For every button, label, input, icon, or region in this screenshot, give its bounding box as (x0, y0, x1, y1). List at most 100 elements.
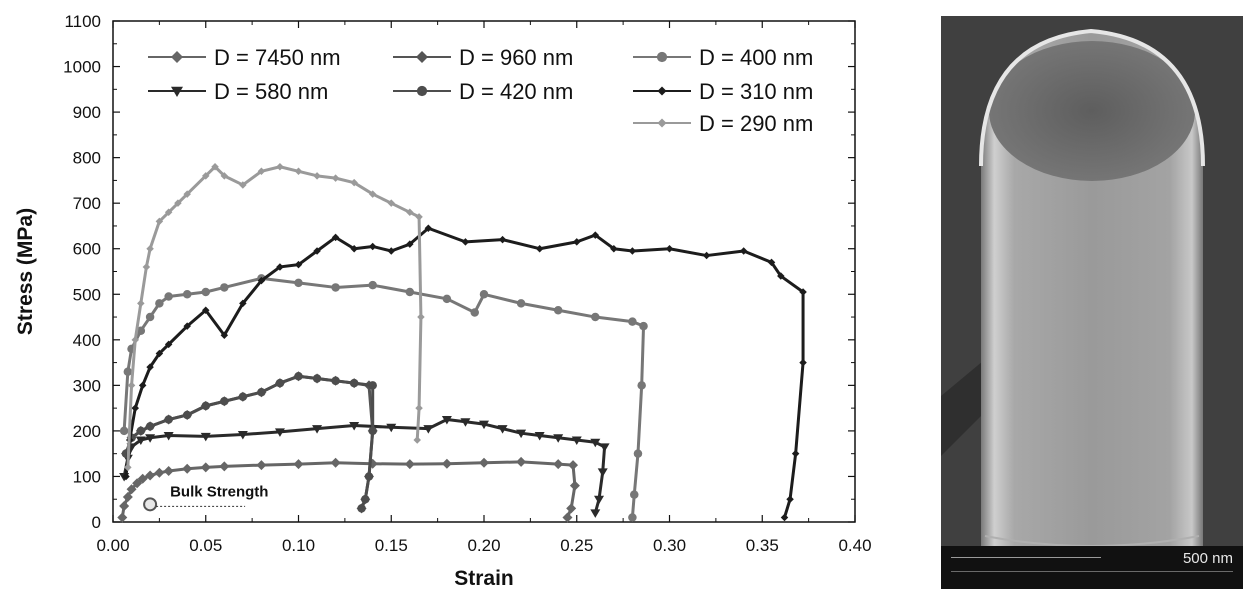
data-point (780, 513, 789, 522)
data-point (571, 436, 582, 446)
annotation-layer: Bulk Strength (143, 483, 268, 512)
data-point (594, 495, 605, 505)
nanopillar-image (941, 16, 1243, 589)
data-point (566, 503, 577, 514)
data-point (628, 317, 637, 326)
data-point (404, 459, 415, 470)
data-point (349, 421, 360, 431)
data-point (239, 299, 247, 308)
legend-marker (416, 51, 428, 63)
sem-micrograph: 500 nm (941, 16, 1243, 589)
data-point (799, 288, 807, 296)
legend-entry: D = 310 nm (633, 79, 813, 104)
y-tick-label: 0 (92, 513, 101, 532)
data-point (211, 162, 219, 171)
data-point (119, 426, 129, 436)
data-point (415, 404, 423, 412)
legend-marker (656, 51, 668, 63)
legend-entry: D = 290 nm (633, 111, 813, 136)
data-point (220, 172, 229, 180)
data-point (257, 276, 266, 285)
data-point (630, 490, 639, 499)
data-point (406, 208, 414, 217)
data-point (460, 418, 471, 427)
data-point (131, 404, 140, 412)
data-point (562, 512, 573, 523)
data-point (406, 240, 414, 248)
stress-strain-chart: 0.00 0.05 0.10 0.15 0.20 0.25 0.30 0.35 0.40 0 100… (14, 12, 872, 589)
data-point (154, 467, 165, 478)
data-point (200, 462, 211, 473)
x-tick-label: 0.05 (189, 536, 222, 555)
legend-marker (171, 86, 183, 97)
data-point (145, 312, 155, 322)
data-point (220, 397, 229, 406)
data-point (639, 321, 648, 331)
data-point (312, 374, 322, 383)
data-point (119, 501, 130, 512)
x-tick-label: 0.40 (838, 536, 871, 555)
data-point (628, 513, 637, 522)
data-point (610, 244, 618, 253)
x-tick-label: 0.15 (375, 536, 408, 555)
data-point (777, 272, 785, 280)
legend-label: D = 960 nm (459, 45, 573, 70)
x-tick-label: 0.35 (746, 536, 779, 555)
data-point (387, 247, 395, 255)
data-point (368, 426, 377, 436)
data-point (182, 290, 192, 299)
legend-label: D = 580 nm (214, 79, 328, 104)
x-tick-label: 0.30 (653, 536, 686, 555)
data-point (368, 242, 377, 251)
data-point (276, 263, 284, 271)
data-point (294, 167, 303, 176)
data-point (368, 381, 377, 390)
data-point (350, 178, 358, 187)
data-point (138, 381, 147, 390)
data-point (137, 299, 145, 308)
data-point (155, 299, 164, 308)
series-6 (124, 162, 425, 472)
data-point (257, 167, 266, 176)
data-point (294, 260, 303, 269)
data-point (256, 460, 267, 471)
data-point (146, 363, 154, 371)
data-point (312, 425, 323, 434)
x-tick-label: 0.00 (96, 536, 129, 555)
data-point (131, 336, 140, 344)
data-point (350, 244, 358, 253)
series-layer (117, 162, 807, 523)
data-point (553, 434, 564, 443)
data-point (124, 463, 132, 472)
data-point (117, 512, 128, 523)
data-point (553, 459, 564, 470)
data-point (368, 190, 377, 198)
data-point (386, 423, 397, 433)
data-point (136, 426, 146, 436)
data-point (136, 326, 146, 335)
data-point (786, 495, 794, 503)
data-point (590, 438, 601, 448)
data-point (219, 461, 230, 472)
data-point (791, 449, 800, 458)
data-point (498, 235, 507, 244)
legend-entry: D = 400 nm (633, 45, 813, 70)
series-0 (117, 456, 580, 523)
legend-entry: D = 960 nm (393, 45, 573, 70)
data-point (257, 387, 266, 397)
legend-marker (657, 118, 667, 128)
y-tick-label: 600 (73, 240, 101, 259)
data-point (200, 432, 211, 442)
data-point (597, 468, 608, 477)
data-point (237, 431, 248, 440)
scale-bar-divider (951, 571, 1233, 572)
series-5 (122, 224, 807, 522)
data-point (479, 290, 489, 299)
data-point (220, 331, 229, 340)
data-point (767, 258, 776, 267)
data-point (331, 174, 340, 182)
scale-bar-line (951, 557, 1101, 558)
data-point (535, 244, 544, 253)
data-point (142, 263, 151, 271)
data-point (135, 436, 146, 446)
